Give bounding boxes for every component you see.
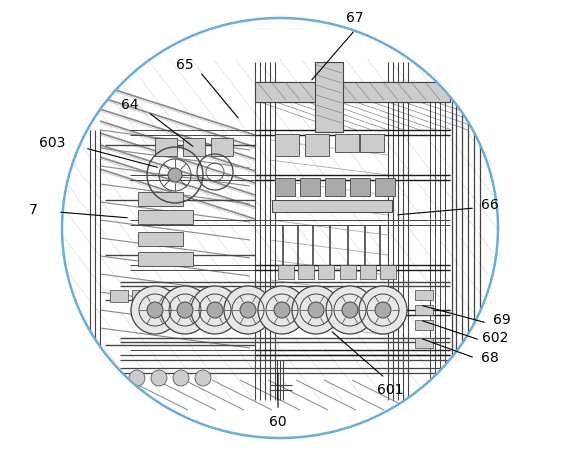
- Bar: [138, 232, 183, 246]
- Circle shape: [177, 302, 193, 318]
- Circle shape: [191, 286, 239, 334]
- Circle shape: [147, 302, 163, 318]
- Bar: [176, 290, 194, 302]
- Bar: [298, 265, 314, 279]
- Bar: [300, 178, 320, 196]
- Ellipse shape: [62, 18, 498, 438]
- Circle shape: [107, 370, 123, 386]
- Circle shape: [308, 302, 324, 318]
- Circle shape: [326, 286, 374, 334]
- Bar: [275, 134, 299, 156]
- Circle shape: [195, 370, 211, 386]
- Bar: [360, 134, 384, 152]
- Circle shape: [161, 286, 209, 334]
- Bar: [255, 82, 450, 102]
- Circle shape: [274, 302, 290, 318]
- Bar: [132, 290, 150, 302]
- Bar: [278, 265, 294, 279]
- Bar: [275, 178, 295, 196]
- Bar: [183, 138, 205, 156]
- Circle shape: [342, 302, 358, 318]
- Bar: [335, 134, 359, 152]
- Bar: [305, 134, 329, 156]
- Circle shape: [207, 302, 223, 318]
- Bar: [211, 138, 233, 156]
- Text: 7: 7: [29, 203, 38, 217]
- Circle shape: [131, 286, 179, 334]
- Circle shape: [151, 370, 167, 386]
- Circle shape: [258, 286, 306, 334]
- Text: 68: 68: [481, 351, 499, 365]
- Text: 66: 66: [481, 198, 499, 212]
- Bar: [318, 265, 334, 279]
- Text: 603: 603: [39, 136, 65, 150]
- Bar: [272, 200, 392, 212]
- Bar: [155, 138, 177, 156]
- Bar: [154, 290, 172, 302]
- Bar: [325, 178, 345, 196]
- Text: 65: 65: [176, 58, 194, 72]
- Bar: [340, 265, 356, 279]
- Text: 69: 69: [493, 313, 511, 327]
- Circle shape: [224, 286, 272, 334]
- Circle shape: [168, 168, 182, 182]
- Circle shape: [359, 286, 407, 334]
- Bar: [415, 305, 433, 315]
- Bar: [380, 265, 396, 279]
- Bar: [415, 320, 433, 330]
- Bar: [375, 178, 395, 196]
- Text: 64: 64: [121, 98, 139, 112]
- Bar: [360, 265, 376, 279]
- Circle shape: [375, 302, 391, 318]
- Bar: [350, 178, 370, 196]
- Bar: [138, 252, 193, 266]
- Bar: [315, 62, 343, 132]
- Text: 602: 602: [482, 331, 508, 345]
- Text: 601: 601: [377, 383, 403, 397]
- Bar: [415, 290, 433, 300]
- Text: 60: 60: [269, 415, 287, 429]
- Bar: [138, 210, 193, 224]
- Circle shape: [292, 286, 340, 334]
- Text: 67: 67: [346, 11, 364, 25]
- Bar: [415, 338, 433, 348]
- Circle shape: [173, 370, 189, 386]
- Bar: [138, 192, 183, 206]
- Bar: [110, 290, 128, 302]
- Circle shape: [129, 370, 145, 386]
- Circle shape: [240, 302, 256, 318]
